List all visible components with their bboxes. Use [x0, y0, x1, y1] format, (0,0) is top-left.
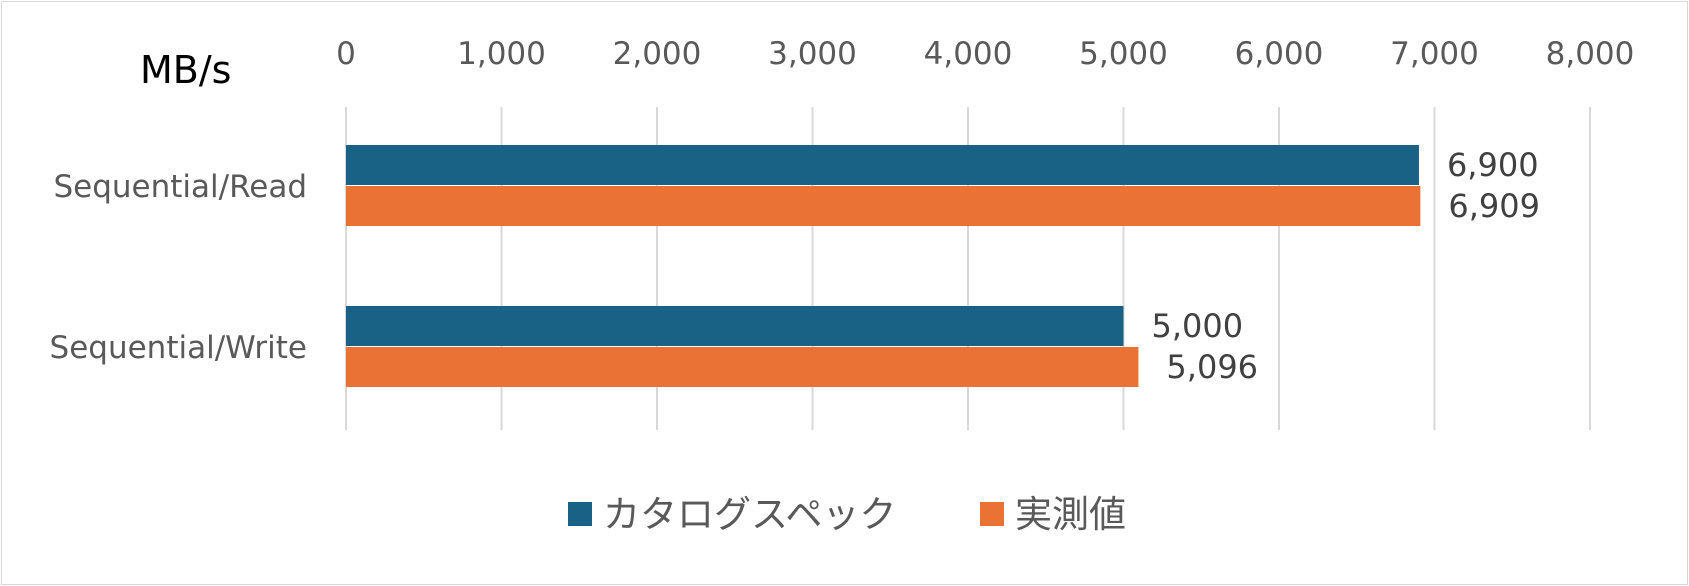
x-axis-ticks: 0 1,000 2,000 3,000 4,000 5,000 6,000 7,000 8,00…	[336, 36, 1634, 72]
x-tick-label: 0	[336, 36, 356, 72]
bars	[346, 145, 1421, 387]
x-tick-label: 5,000	[1079, 36, 1168, 72]
bar-1-0	[346, 186, 1421, 226]
legend-label-catalog: カタログスペック	[603, 493, 896, 536]
x-tick-label: 3,000	[768, 36, 857, 72]
legend-swatch-catalog	[568, 502, 592, 526]
bar-0-0	[346, 145, 1419, 185]
data-label: 5,000	[1152, 307, 1244, 345]
legend-label-measured: 実測値	[1015, 493, 1126, 536]
x-tick-label: 7,000	[1390, 36, 1479, 72]
data-label: 6,909	[1448, 187, 1540, 225]
bar-0-1	[346, 306, 1124, 346]
x-tick-label: 8,000	[1546, 36, 1635, 72]
x-tick-label: 2,000	[613, 36, 702, 72]
legend: カタログスペック 実測値	[568, 493, 1126, 536]
category-labels: Sequential/Read Sequential/Write	[50, 169, 307, 366]
x-tick-label: 6,000	[1235, 36, 1324, 72]
data-label: 6,900	[1447, 146, 1539, 184]
bar-1-1	[346, 347, 1139, 387]
x-tick-label: 4,000	[924, 36, 1013, 72]
category-label: Sequential/Write	[50, 330, 307, 366]
data-label: 5,096	[1166, 348, 1258, 386]
unit-label: MB/s	[140, 48, 231, 92]
x-tick-label: 1,000	[457, 36, 546, 72]
legend-swatch-measured	[980, 502, 1004, 526]
category-label: Sequential/Read	[53, 169, 307, 205]
